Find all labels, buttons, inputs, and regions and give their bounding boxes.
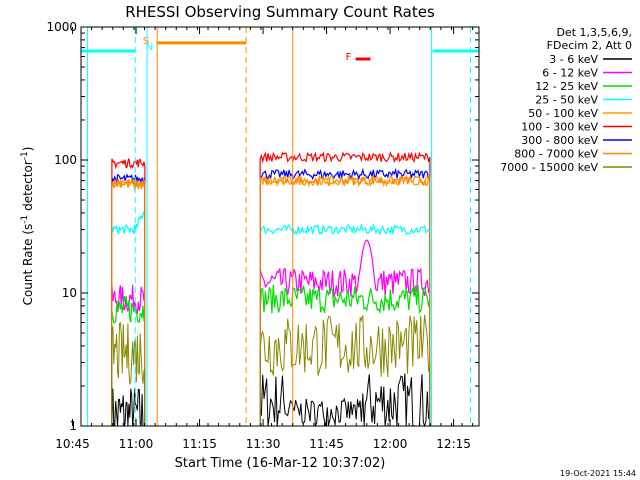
legend-label: 12 - 25 keV bbox=[535, 80, 598, 93]
legend-label: 3 - 6 keV bbox=[549, 53, 598, 66]
series-trace bbox=[259, 174, 431, 426]
series-trace bbox=[111, 284, 146, 426]
legend-header-line: Det 1,3,5,6,9, bbox=[556, 26, 632, 39]
series-trace bbox=[111, 158, 146, 426]
series-trace bbox=[111, 209, 146, 426]
series-trace bbox=[259, 239, 431, 426]
series-trace bbox=[259, 222, 431, 426]
series-trace bbox=[259, 167, 431, 426]
x-tick-label: 10:45 bbox=[55, 437, 90, 451]
legend-label: 300 - 800 keV bbox=[521, 134, 598, 147]
series-100to300keV bbox=[111, 150, 431, 426]
series-trace bbox=[259, 150, 431, 426]
series-trace bbox=[111, 296, 146, 426]
legend-label: 50 - 100 keV bbox=[528, 107, 598, 120]
legend-label: 800 - 7000 keV bbox=[514, 148, 598, 161]
legend-label: 6 - 12 keV bbox=[542, 67, 598, 80]
y-tick-label: 10 bbox=[62, 286, 77, 300]
y-tick-label: 100 bbox=[54, 153, 77, 167]
legend-label: 7000 - 15000 keV bbox=[500, 161, 598, 174]
legend-header-line: FDecim 2, Att 0 bbox=[547, 39, 632, 52]
x-tick-label: 12:00 bbox=[373, 437, 408, 451]
series-12to25keV bbox=[111, 284, 431, 426]
series-3to6keV bbox=[111, 373, 431, 428]
series-6to12keV bbox=[111, 239, 431, 426]
y-axis-label: Count Rate (s-1 detector-1) bbox=[20, 147, 35, 306]
x-axis-label: Start Time (16-Mar-12 10:37:02) bbox=[175, 456, 386, 471]
y-tick-label: 1000 bbox=[46, 20, 77, 34]
x-tick-label: 11:30 bbox=[246, 437, 281, 451]
flag-label-f: F bbox=[346, 52, 352, 63]
legend: Det 1,3,5,6,9,FDecim 2, Att 03 - 6 keV6 … bbox=[500, 26, 632, 174]
legend-label: 25 - 50 keV bbox=[535, 94, 598, 107]
plot-area bbox=[111, 150, 431, 428]
series-trace bbox=[111, 177, 146, 426]
footer-timestamp: 19-Oct-2021 15:44 bbox=[560, 469, 636, 478]
y-tick-label: 1 bbox=[69, 419, 77, 433]
flag-label-s: S bbox=[143, 36, 149, 47]
series-trace bbox=[259, 284, 431, 426]
legend-label: 100 - 300 keV bbox=[521, 121, 598, 134]
series-trace bbox=[111, 178, 146, 426]
series-trace bbox=[259, 373, 431, 428]
plot-frame bbox=[80, 26, 480, 427]
flag-label-n: N bbox=[146, 42, 153, 53]
x-tick-label: 11:15 bbox=[182, 437, 217, 451]
series-25to50keV bbox=[111, 209, 431, 426]
x-tick-label: 11:45 bbox=[309, 437, 344, 451]
series-trace bbox=[111, 388, 145, 427]
x-tick-label: 12:15 bbox=[436, 437, 471, 451]
series-trace bbox=[259, 314, 431, 426]
series-trace bbox=[111, 322, 146, 426]
x-tick-label: 11:00 bbox=[119, 437, 154, 451]
series-7000to15000keV bbox=[111, 314, 431, 426]
series-800to7000keV bbox=[111, 174, 431, 426]
chart-title: RHESSI Observing Summary Count Rates bbox=[125, 3, 435, 21]
